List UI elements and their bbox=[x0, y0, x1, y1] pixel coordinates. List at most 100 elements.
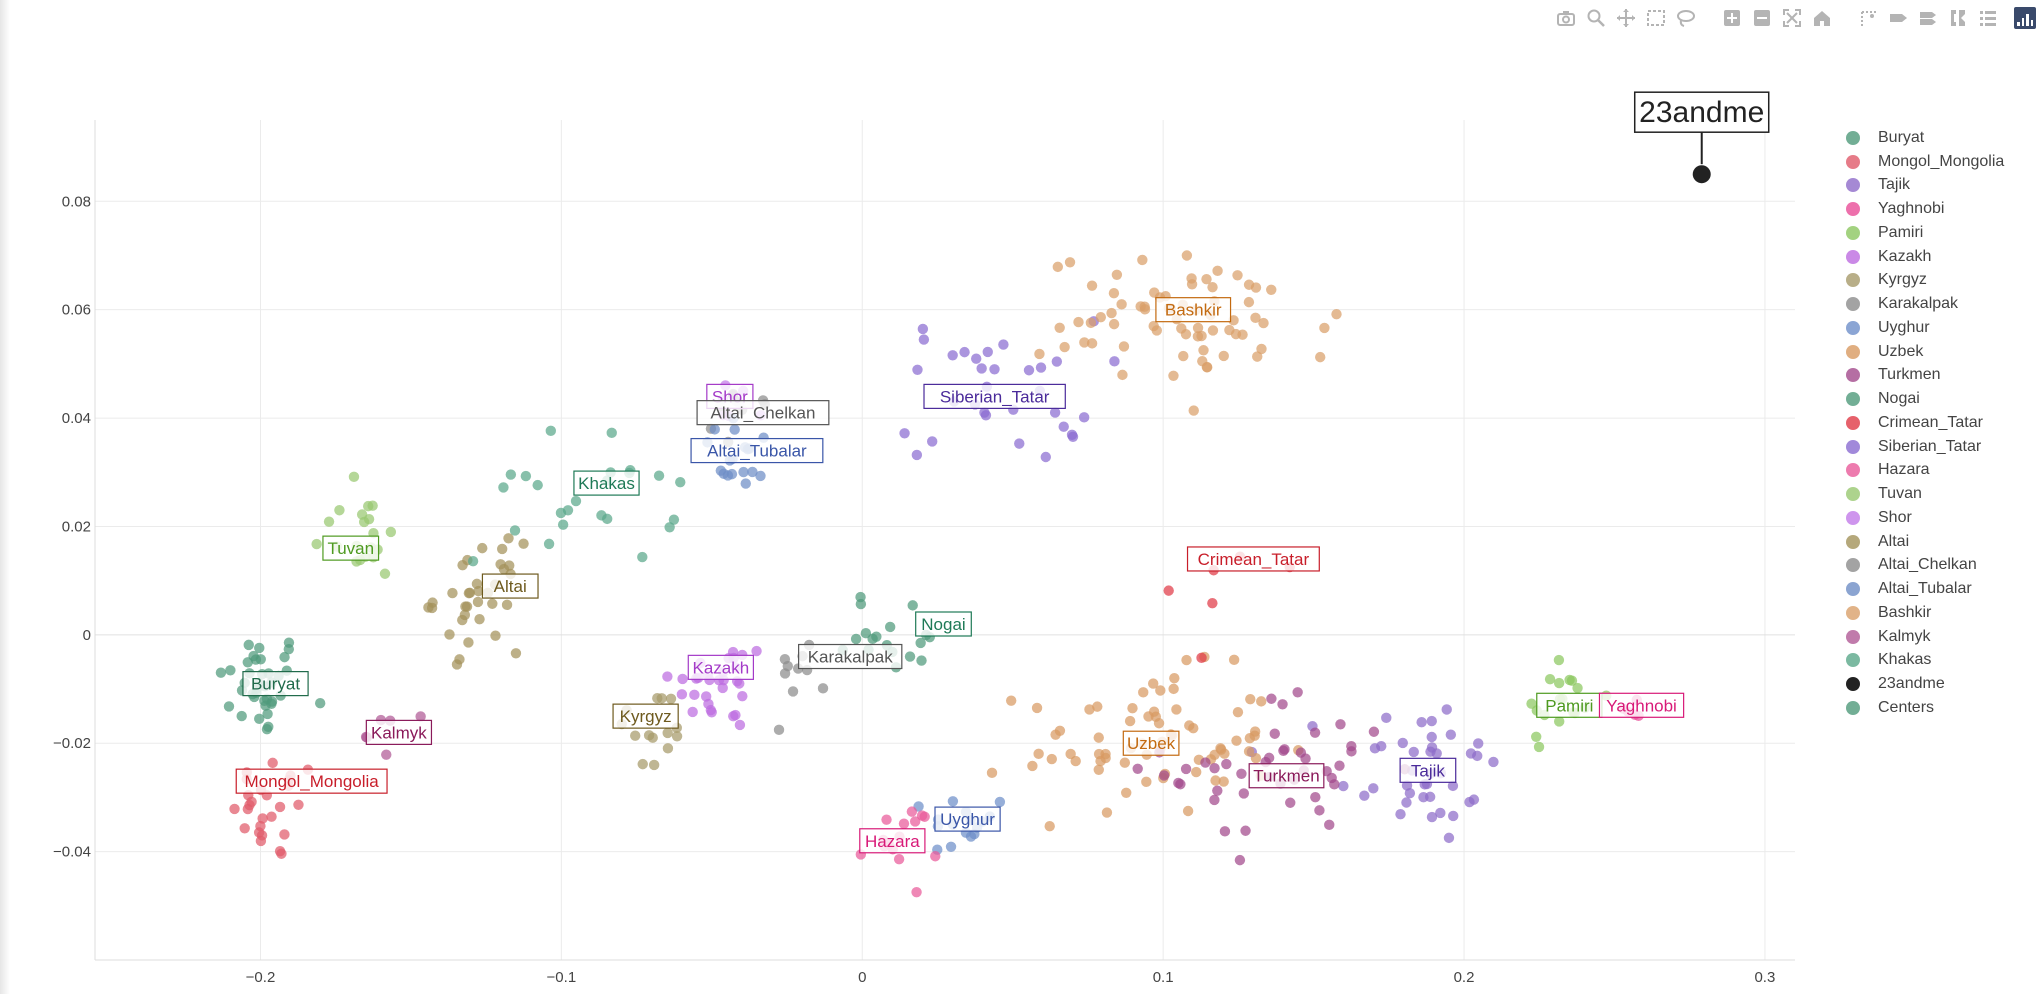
point-mongol-mongolia[interactable] bbox=[253, 827, 265, 838]
point-hazara[interactable] bbox=[898, 818, 910, 829]
point-turkmen[interactable] bbox=[1309, 727, 1321, 738]
point-siberian-tatar[interactable] bbox=[918, 334, 930, 345]
zoom-icon[interactable] bbox=[1582, 4, 1610, 32]
point-tajik[interactable] bbox=[1401, 797, 1412, 808]
point-siberian-tatar[interactable] bbox=[1078, 412, 1090, 423]
point-kazakh[interactable] bbox=[727, 646, 739, 658]
point-kyrgyz[interactable] bbox=[671, 731, 683, 742]
point-khakas[interactable] bbox=[601, 513, 613, 525]
point-altai[interactable] bbox=[477, 542, 488, 554]
point-bashkir[interactable] bbox=[1073, 316, 1084, 328]
center-label-turkmen[interactable]: Turkmen bbox=[1248, 763, 1325, 789]
point-altai-tubalar[interactable] bbox=[755, 470, 766, 482]
point-kazakh[interactable] bbox=[737, 690, 748, 702]
point-crimean-tatar[interactable] bbox=[1196, 652, 1207, 664]
legend-item-altai-tubalar[interactable]: Altai_Tubalar bbox=[1838, 577, 2004, 601]
point-siberian-tatar[interactable] bbox=[1014, 438, 1025, 449]
point-altai-tubalar[interactable] bbox=[747, 466, 758, 478]
point-siberian-tatar[interactable] bbox=[989, 364, 1000, 375]
point-uzbek[interactable] bbox=[1046, 753, 1057, 765]
point-kalmyk[interactable] bbox=[415, 711, 426, 722]
point-altai[interactable] bbox=[496, 543, 508, 555]
point-uzbek[interactable] bbox=[986, 767, 998, 779]
center-label-karakalpak[interactable]: Karakalpak bbox=[798, 643, 903, 670]
point-hazara[interactable] bbox=[881, 814, 892, 825]
point-karakalpak[interactable] bbox=[779, 653, 791, 665]
point-bashkir[interactable] bbox=[1196, 330, 1207, 342]
point-uzbek[interactable] bbox=[1148, 706, 1160, 717]
point-khakas[interactable] bbox=[555, 507, 567, 519]
point-khakas[interactable] bbox=[498, 482, 509, 493]
legend-item-tajik[interactable]: Tajik bbox=[1838, 174, 2004, 198]
point-nogai[interactable] bbox=[850, 633, 862, 645]
point-khakas[interactable] bbox=[505, 469, 517, 480]
point-uzbek[interactable] bbox=[1182, 805, 1194, 817]
point-buryat[interactable] bbox=[255, 654, 266, 665]
point-uzbek[interactable] bbox=[1243, 746, 1255, 757]
center-label-uyghur[interactable]: Uyghur bbox=[934, 806, 1001, 832]
hover-compare-icon[interactable] bbox=[1914, 4, 1942, 32]
point-kyrgyz[interactable] bbox=[648, 759, 660, 771]
point-altai[interactable] bbox=[487, 598, 498, 609]
point-siberian-tatar[interactable] bbox=[1040, 451, 1051, 463]
point-khakas[interactable] bbox=[543, 538, 555, 550]
point-tajik[interactable] bbox=[1435, 807, 1446, 819]
point-tuvan[interactable] bbox=[334, 505, 345, 516]
point-mongol-mongolia[interactable] bbox=[293, 799, 304, 811]
point-crimean-tatar[interactable] bbox=[1163, 585, 1174, 596]
point-karakalpak[interactable] bbox=[779, 668, 791, 679]
point-bashkir[interactable] bbox=[1117, 369, 1128, 381]
point-buryat[interactable] bbox=[254, 713, 265, 725]
point-bashkir[interactable] bbox=[1079, 337, 1090, 348]
compare-data-icon[interactable] bbox=[1974, 4, 2002, 32]
zoom-out-icon[interactable] bbox=[1748, 4, 1776, 32]
point-turkmen[interactable] bbox=[1219, 826, 1231, 837]
point-buryat[interactable] bbox=[262, 708, 273, 720]
point-kazakh[interactable] bbox=[700, 691, 712, 702]
point-nogai[interactable] bbox=[884, 621, 896, 633]
point-khakas[interactable] bbox=[545, 425, 557, 437]
point-khakas[interactable] bbox=[570, 495, 582, 507]
point-siberian-tatar[interactable] bbox=[1051, 356, 1063, 367]
point-khakas[interactable] bbox=[532, 479, 543, 491]
annotation-23andme[interactable]: 23andme bbox=[1633, 91, 1770, 165]
point-turkmen[interactable] bbox=[1346, 741, 1357, 752]
point-altai[interactable] bbox=[501, 599, 513, 611]
point-siberian-tatar[interactable] bbox=[911, 449, 923, 461]
point-uzbek[interactable] bbox=[1218, 776, 1229, 787]
point-mongol-mongolia[interactable] bbox=[276, 848, 287, 859]
point-uzbek[interactable] bbox=[1232, 706, 1244, 718]
point-turkmen[interactable] bbox=[1173, 777, 1184, 789]
point-bashkir[interactable] bbox=[1201, 273, 1212, 285]
point-buryat[interactable] bbox=[254, 642, 265, 654]
autoscale-icon[interactable] bbox=[1778, 4, 1806, 32]
point-khakas[interactable] bbox=[675, 476, 686, 488]
point-altai[interactable] bbox=[444, 629, 455, 640]
point-bashkir[interactable] bbox=[1202, 362, 1213, 373]
point-altai[interactable] bbox=[463, 587, 475, 599]
center-label-crimean-tatar[interactable]: Crimean_Tatar bbox=[1186, 546, 1320, 572]
point-uzbek[interactable] bbox=[1119, 757, 1131, 768]
point-pamiri[interactable] bbox=[1566, 675, 1578, 686]
point-tajik[interactable] bbox=[1426, 731, 1437, 743]
point-bashkir[interactable] bbox=[1052, 261, 1064, 273]
legend-item-altai[interactable]: Altai bbox=[1838, 530, 2004, 554]
hover-closest-icon[interactable] bbox=[1884, 4, 1912, 32]
point-siberian-tatar[interactable] bbox=[1058, 421, 1069, 432]
point-uzbek[interactable] bbox=[1092, 701, 1103, 712]
point-turkmen[interactable] bbox=[1240, 825, 1251, 836]
point-pamiri[interactable] bbox=[1526, 698, 1537, 709]
point-tuvan[interactable] bbox=[385, 526, 397, 538]
point-kazakh[interactable] bbox=[751, 645, 762, 657]
point-kalmyk[interactable] bbox=[381, 749, 392, 760]
point-uyghur[interactable] bbox=[945, 841, 957, 853]
point-bashkir[interactable] bbox=[1168, 370, 1179, 382]
point-tajik[interactable] bbox=[1338, 780, 1349, 792]
point-tajik[interactable] bbox=[1443, 832, 1455, 844]
point-hazara[interactable] bbox=[916, 810, 928, 821]
point-bashkir[interactable] bbox=[1256, 343, 1267, 355]
point-uzbek[interactable] bbox=[1005, 695, 1017, 706]
point-mongol-mongolia[interactable] bbox=[266, 811, 277, 822]
point-uzbek[interactable] bbox=[1249, 730, 1260, 741]
point-buryat[interactable] bbox=[242, 657, 253, 668]
